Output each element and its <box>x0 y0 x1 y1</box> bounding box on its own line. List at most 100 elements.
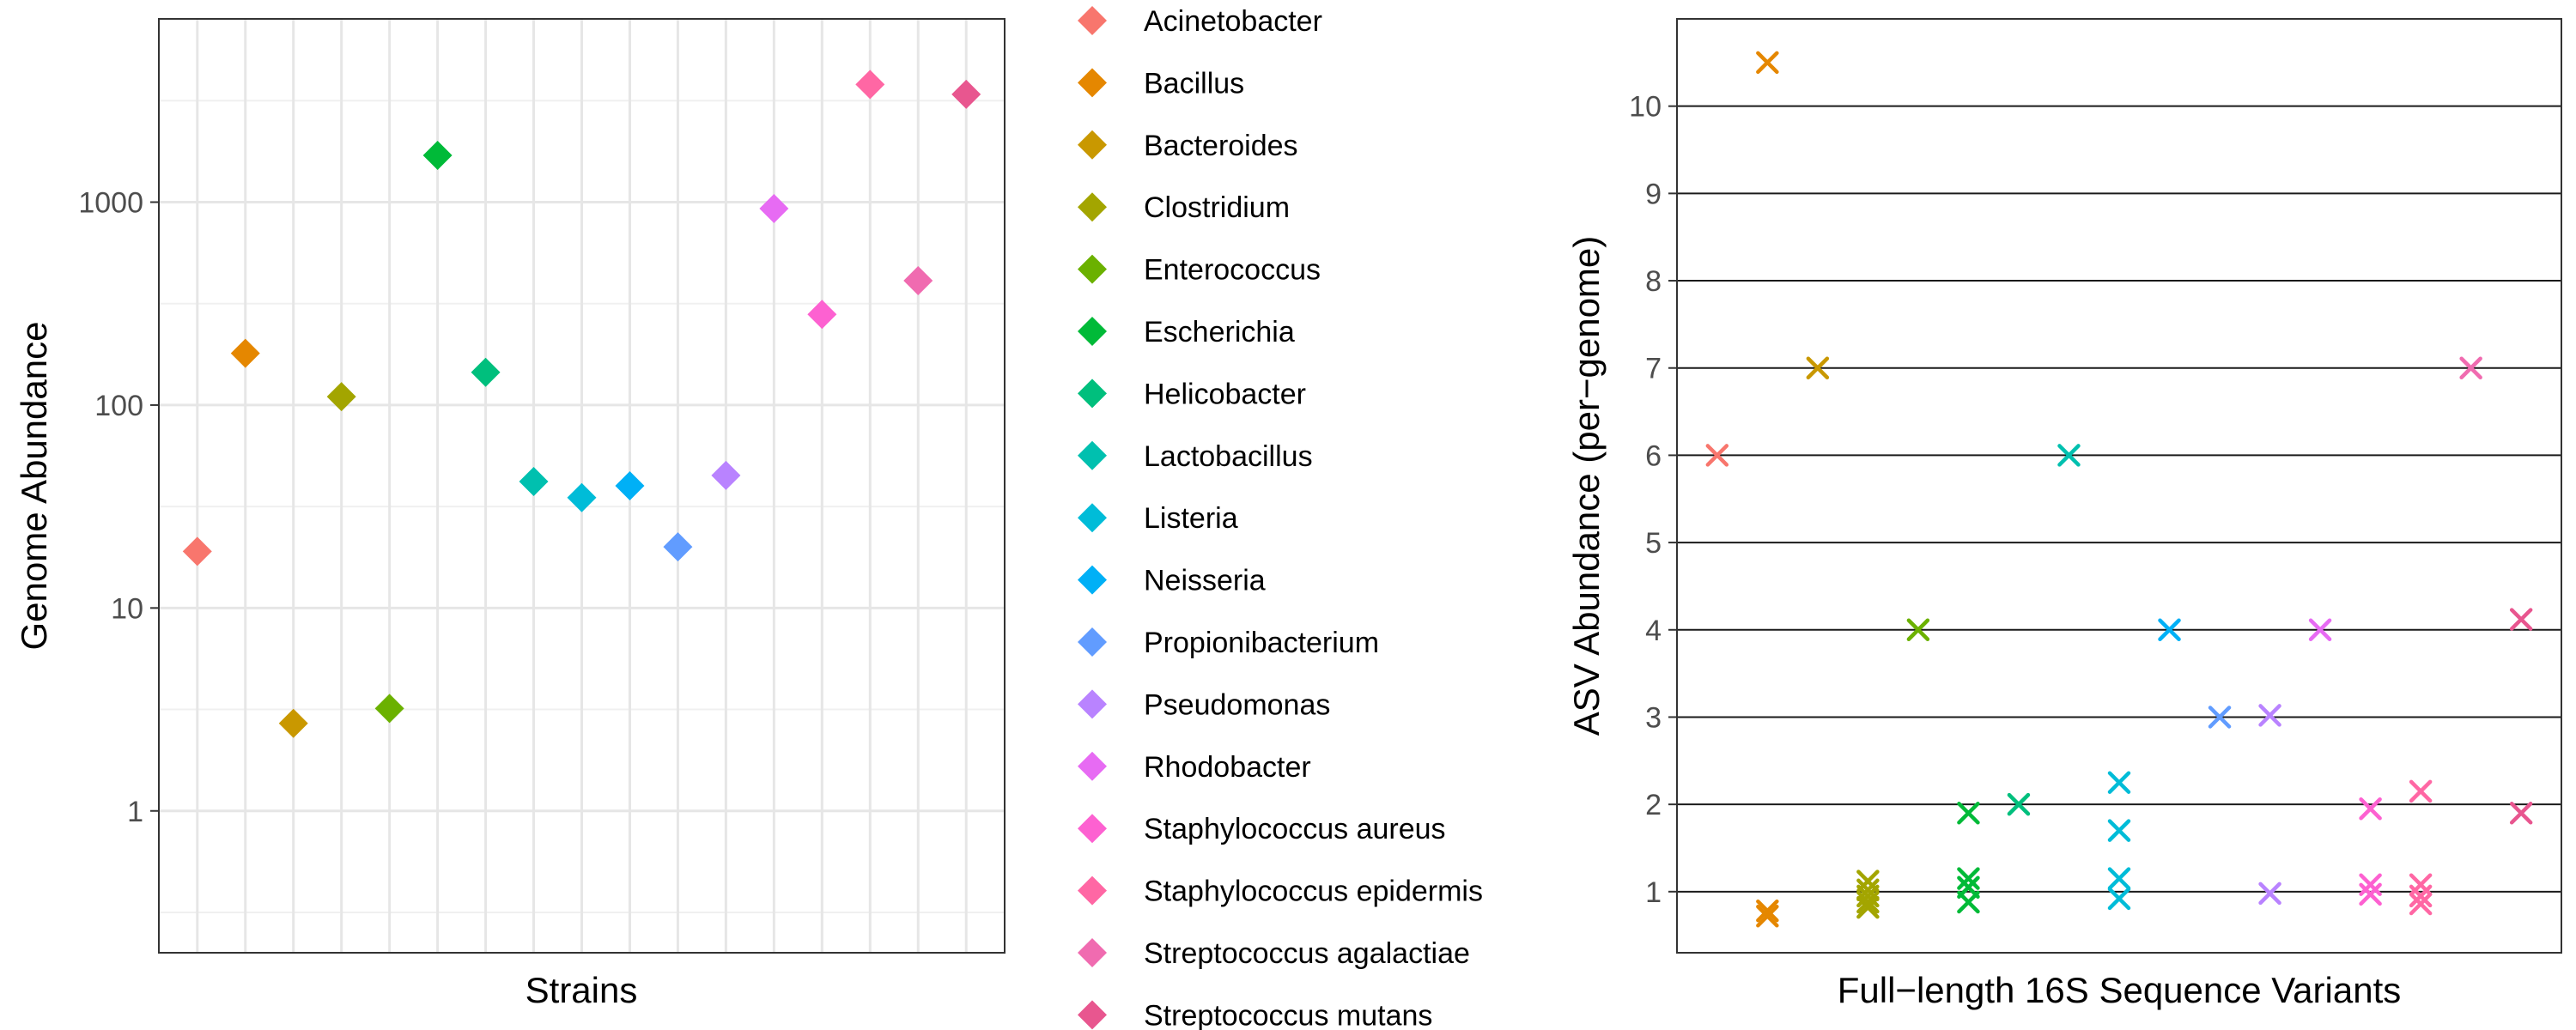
legend-item-listeria: Listeria <box>1078 502 1238 535</box>
point-rhodobacter <box>759 193 789 223</box>
legend-item-bacillus: Bacillus <box>1078 67 1244 100</box>
left-y-tick-label: 100 <box>94 390 143 422</box>
point-listeria <box>2107 771 2131 794</box>
right-points <box>1705 51 2533 928</box>
left-plot-border <box>158 18 1005 954</box>
point-staphylococcus-aureus <box>807 300 837 330</box>
legend-item-staphylococcus-aureus: Staphylococcus aureus <box>1078 813 1446 845</box>
legend-key-clostridium <box>1078 192 1107 222</box>
right-y-tick-label: 9 <box>1645 178 1662 210</box>
point-helicobacter <box>471 357 501 387</box>
right-y-tick-label: 4 <box>1645 615 1662 647</box>
point-pseudomonas <box>2258 704 2281 727</box>
point-streptococcus-mutans <box>2509 608 2533 631</box>
point-staphylococcus-aureus <box>2359 873 2382 896</box>
left-y-ticks: 1 10 100 1000 <box>78 187 159 828</box>
legend-label: Clostridium <box>1144 191 1290 224</box>
legend-key-propionibacterium <box>1078 627 1107 657</box>
asv-abundance-panel: 1 2 3 4 5 6 7 8 9 10 Full−length 16S Sequence Var… <box>1566 18 2562 1010</box>
right-x-axis-title: Full−length 16S Sequence Variants <box>1838 970 2402 1010</box>
legend-label: Acinetobacter <box>1144 5 1322 38</box>
legend-item-streptococcus-agalactiae: Streptococcus agalactiae <box>1078 937 1470 970</box>
legend-item-staphylococcus-epidermis: Staphylococcus epidermis <box>1078 876 1483 908</box>
point-rhodobacter <box>2308 618 2332 642</box>
point-clostridium <box>1856 890 1880 914</box>
legend-key-neisseria <box>1078 565 1107 595</box>
point-clostridium <box>1856 895 1880 919</box>
legend-item-escherichia: Escherichia <box>1078 316 1295 348</box>
point-propionibacterium <box>663 532 693 562</box>
point-listeria <box>2107 867 2131 890</box>
legend-item-neisseria: Neisseria <box>1078 565 1266 597</box>
legend-label: Listeria <box>1144 502 1238 535</box>
legend-key-pseudomonas <box>1078 689 1107 719</box>
legend-label: Helicobacter <box>1144 378 1306 410</box>
point-staphylococcus-aureus <box>2359 882 2382 906</box>
left-x-axis-title: Strains <box>526 970 638 1010</box>
legend-label: Pseudomonas <box>1144 688 1330 721</box>
left-y-axis-title: Genome Abundance <box>14 322 54 651</box>
point-propionibacterium <box>2208 706 2232 729</box>
legend-item-streptococcus-mutans: Streptococcus mutans <box>1078 999 1432 1030</box>
left-y-tick-label: 1000 <box>78 187 143 220</box>
legend-item-pseudomonas: Pseudomonas <box>1078 688 1330 721</box>
legend-item-rhodobacter: Rhodobacter <box>1078 751 1311 784</box>
point-enterococcus <box>1906 618 1930 642</box>
legend-key-enterococcus <box>1078 254 1107 284</box>
legend-key-acinetobacter <box>1078 6 1107 35</box>
legend-item-acinetobacter: Acinetobacter <box>1078 5 1322 38</box>
point-listeria <box>2107 819 2131 842</box>
right-y-tick-label: 1 <box>1645 876 1662 909</box>
point-pseudomonas <box>711 460 741 490</box>
left-y-tick-label: 1 <box>127 796 143 828</box>
legend-item-bacteroides: Bacteroides <box>1078 130 1298 162</box>
legend-item-clostridium: Clostridium <box>1078 191 1290 224</box>
point-staphylococcus-epidermis <box>2409 884 2433 908</box>
right-y-ticks: 1 2 3 4 5 6 7 8 9 10 <box>1629 91 1677 909</box>
point-lactobacillus <box>2057 444 2081 467</box>
right-y-tick-label: 5 <box>1645 527 1662 560</box>
point-bacillus <box>1756 905 1779 928</box>
legend-item-enterococcus: Enterococcus <box>1078 254 1321 287</box>
legend-label: Escherichia <box>1144 316 1295 348</box>
point-neisseria <box>615 471 645 500</box>
point-acinetobacter <box>182 536 212 566</box>
legend-key-bacillus <box>1078 68 1107 98</box>
right-y-tick-label: 6 <box>1645 439 1662 472</box>
right-y-tick-label: 10 <box>1629 91 1662 124</box>
genome-abundance-panel: 1 10 100 1000 Strains Genome Abundance <box>14 18 1005 1010</box>
legend-item-lactobacillus: Lactobacillus <box>1078 440 1313 473</box>
point-pseudomonas <box>2258 882 2281 906</box>
point-escherichia <box>1957 867 1980 890</box>
point-bacillus <box>1756 899 1779 923</box>
legend-label: Lactobacillus <box>1144 440 1313 473</box>
point-bacteroides <box>1806 356 1830 379</box>
legend-item-helicobacter: Helicobacter <box>1078 378 1306 410</box>
point-acinetobacter <box>1705 444 1729 467</box>
legend-label: Rhodobacter <box>1144 751 1311 784</box>
point-neisseria <box>2158 618 2181 642</box>
point-bacillus <box>230 338 260 368</box>
legend-label: Enterococcus <box>1144 254 1321 287</box>
left-gridlines <box>159 19 1005 953</box>
point-streptococcus-agalactiae <box>2459 356 2482 379</box>
right-y-tick-label: 3 <box>1645 701 1662 734</box>
legend-key-staphylococcus-epidermis <box>1078 876 1107 906</box>
legend-key-lactobacillus <box>1078 440 1107 470</box>
point-streptococcus-mutans <box>951 79 981 109</box>
legend-label: Bacillus <box>1144 67 1244 100</box>
point-staphylococcus-epidermis <box>2409 892 2433 916</box>
legend-label: Staphylococcus aureus <box>1144 813 1446 845</box>
legend-label: Bacteroides <box>1144 130 1298 162</box>
point-escherichia <box>422 141 453 171</box>
legend-key-escherichia <box>1078 317 1107 346</box>
point-escherichia <box>1957 802 1980 825</box>
point-enterococcus <box>374 694 404 724</box>
point-escherichia <box>1957 890 1980 914</box>
legend-key-listeria <box>1078 503 1107 533</box>
point-clostridium <box>326 382 356 412</box>
point-bacillus <box>1756 51 1779 75</box>
right-plot-border <box>1676 18 2562 954</box>
legend-label: Streptococcus mutans <box>1144 999 1432 1030</box>
